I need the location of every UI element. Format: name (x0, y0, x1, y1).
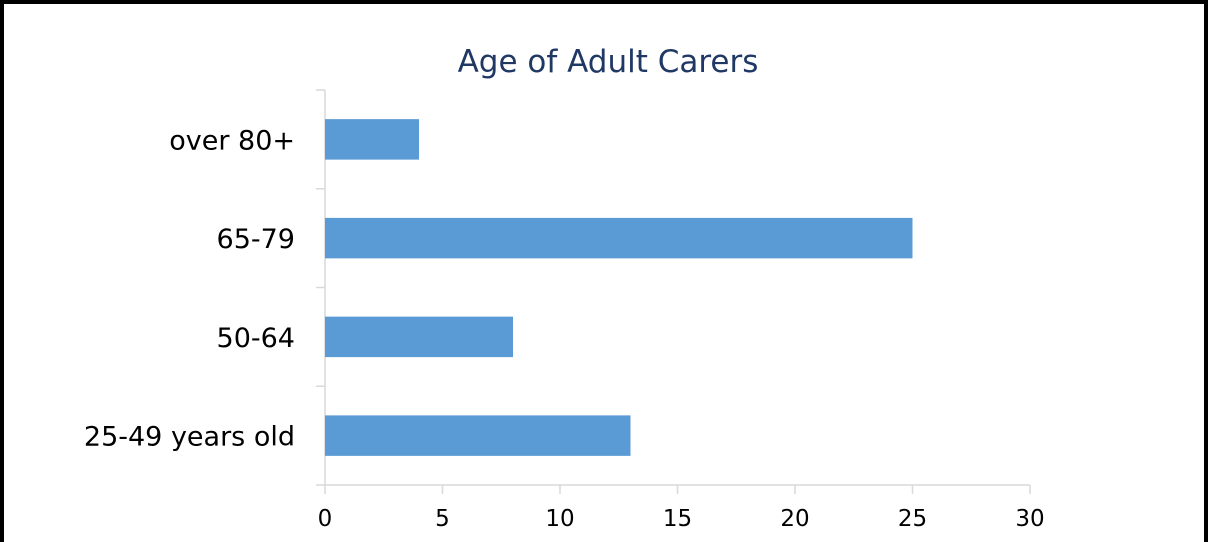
x-tick-label: 25 (898, 506, 927, 532)
x-tick-label: 30 (1015, 506, 1044, 532)
category-label: over 80+ (169, 125, 295, 156)
bar (325, 119, 419, 160)
bar (325, 316, 513, 358)
chart-bars (325, 119, 913, 456)
bar (325, 217, 913, 259)
x-tick-label: 15 (663, 506, 692, 532)
x-tick-label: 5 (435, 506, 450, 532)
chart-labels: 0 5 10 15 20 25 30 25-49 years old 50-64 65-79 ove… (84, 125, 1045, 532)
chart-title: Age of Adult Carers (457, 44, 759, 80)
bar (325, 415, 631, 456)
category-label: 65-79 (217, 224, 295, 255)
x-tick-label: 0 (318, 506, 333, 532)
category-label: 50-64 (217, 323, 295, 354)
x-tick-label: 10 (545, 506, 574, 532)
x-tick-label: 20 (780, 506, 809, 532)
category-label: 25-49 years old (84, 422, 295, 453)
